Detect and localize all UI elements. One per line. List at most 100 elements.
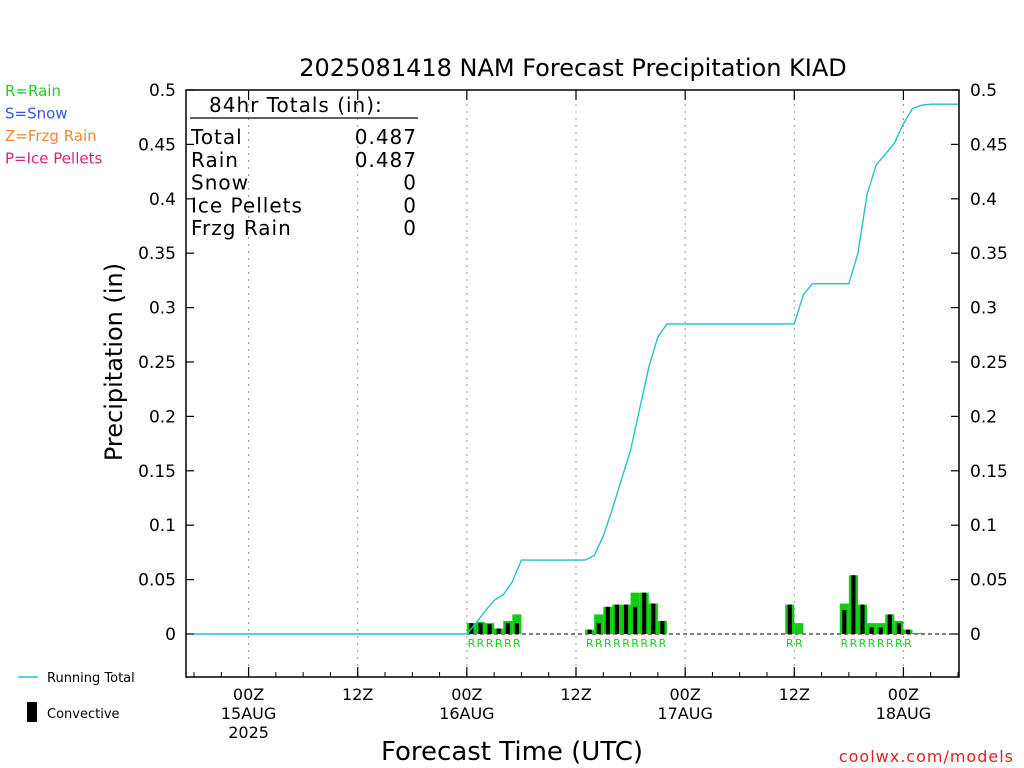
y-tick-label: 0.3 (149, 299, 176, 319)
convective-bar (596, 623, 601, 634)
totals-row-value: 0.487 (355, 125, 417, 149)
y-tick-label: 0 (970, 625, 981, 645)
precip-type-letter: R (504, 637, 512, 650)
convective-bar (487, 624, 492, 634)
totals-row-label: Frzg Rain (191, 216, 292, 240)
convective-bar (623, 604, 629, 634)
x-tick-date: 18AUG (876, 704, 931, 723)
precip-type-letter: R (468, 637, 476, 650)
y-tick-label: 0.1 (970, 516, 997, 536)
totals-row-label: Rain (191, 148, 239, 172)
precip-type-letter: R (895, 637, 903, 650)
y-tick-label: 0.25 (970, 353, 1008, 373)
convective-bar (633, 606, 638, 634)
x-tick-year: 2025 (228, 723, 269, 742)
precip-type-letter: R (495, 637, 503, 650)
precip-type-letter: R (840, 637, 848, 650)
precip-type-letter: R (859, 637, 867, 650)
watermark: coolwx.com/models (839, 747, 1014, 766)
y-tick-label: 0.35 (138, 244, 176, 264)
convective-bar (842, 610, 847, 634)
y-tick-label: 0.15 (970, 462, 1008, 482)
y-tick-label: 0.45 (970, 135, 1008, 155)
totals-row-value: 0 (403, 171, 417, 195)
precip-type-letter: R (486, 637, 494, 650)
running-total-legend-label: Running Total (47, 671, 135, 686)
convective-bar (614, 604, 619, 634)
y-tick-label: 0.5 (149, 81, 176, 101)
y-tick-label: 0.15 (138, 462, 176, 482)
convective-bar (605, 606, 610, 634)
precip-type-legend-item: Z=Frzg Rain (5, 127, 97, 145)
precip-type-letter: R (877, 637, 885, 650)
convective-bar (660, 620, 665, 634)
precip-type-letter: R (786, 637, 794, 650)
precip-type-letter: R (850, 637, 858, 650)
convective-bar (869, 627, 874, 634)
y-tick-label: 0.35 (970, 244, 1008, 264)
totals-row-label: Total (190, 125, 243, 149)
precip-type-letter: R (586, 637, 594, 650)
precip-bars (466, 575, 922, 634)
totals-row-label: Ice Pellets (191, 193, 303, 217)
precip-type-letter: R (513, 637, 521, 650)
convective-bar (896, 623, 901, 634)
precip-type-letter: R (595, 637, 603, 650)
precip-type-legend: R=Rain S=Snow Z=Frzg Rain P=Ice Pellets (5, 82, 102, 168)
precip-type-letter: R (868, 637, 876, 650)
y-tick-label: 0.05 (970, 571, 1008, 591)
running-total-line (194, 103, 958, 635)
plot-frame (185, 89, 960, 678)
y-tick-label: 0.3 (970, 299, 997, 319)
precip-type-legend-item: S=Snow (5, 105, 68, 123)
running-total-series (194, 103, 958, 635)
y-tick-label: 0.45 (138, 135, 176, 155)
y-tick-label: 0.05 (138, 571, 176, 591)
precip-type-letter: R (477, 637, 485, 650)
precip-type-letter: R (613, 637, 621, 650)
y-tick-label: 0.2 (970, 407, 997, 427)
convective-legend-swatch (27, 702, 37, 722)
y-axis-left: 0 0.05 0.1 0.15 0.2 0.25 0.3 0.35 0.4 0.45 0.5 (138, 81, 194, 645)
x-tick-label: 00Z (669, 685, 700, 704)
y-axis-right: 0 0.05 0.1 0.15 0.2 0.25 0.3 0.35 0.4 0.45 0.5 (951, 81, 1008, 645)
precip-type-letter: R (631, 637, 639, 650)
totals-title: 84hr Totals (in): (209, 93, 383, 117)
precip-type-letter: R (659, 637, 667, 650)
precip-type-letter: R (904, 637, 912, 650)
y-tick-label: 0.5 (970, 81, 997, 101)
x-tick-label: 00Z (451, 685, 482, 704)
x-tick-date: 16AUG (439, 704, 494, 723)
totals-row-label: Snow (191, 171, 249, 195)
convective-bar (878, 627, 883, 634)
rain-bar (794, 623, 804, 634)
x-tick-date: 17AUG (657, 704, 712, 723)
grid-lines (248, 90, 904, 677)
convective-bar (587, 629, 592, 634)
y-tick-label: 0.2 (149, 407, 176, 427)
y-tick-label: 0.4 (149, 190, 176, 210)
chart-title: 2025081418 NAM Forecast Precipitation KI… (299, 54, 847, 82)
convective-bar (787, 604, 792, 634)
x-tick-label: 12Z (560, 685, 591, 704)
precip-type-letter: R (649, 637, 657, 650)
x-tick-label: 12Z (779, 685, 810, 704)
convective-bar (905, 629, 911, 634)
totals-row-value: 0 (403, 216, 417, 240)
convective-bar (860, 604, 865, 634)
convective-bar (478, 623, 483, 634)
convective-bar (514, 623, 519, 634)
y-tick-label: 0.4 (970, 190, 997, 210)
precip-type-letter: R (640, 637, 648, 650)
convective-bar (651, 603, 656, 634)
x-tick-label: 00Z (888, 685, 919, 704)
precip-type-letter: R (886, 637, 894, 650)
convective-bar (505, 623, 510, 634)
convective-bar (642, 592, 647, 634)
y-tick-label: 0.25 (138, 353, 176, 373)
precip-type-legend-item: P=Ice Pellets (5, 150, 102, 168)
totals-row-value: 0 (403, 193, 417, 217)
x-tick-date: 15AUG (221, 704, 276, 723)
